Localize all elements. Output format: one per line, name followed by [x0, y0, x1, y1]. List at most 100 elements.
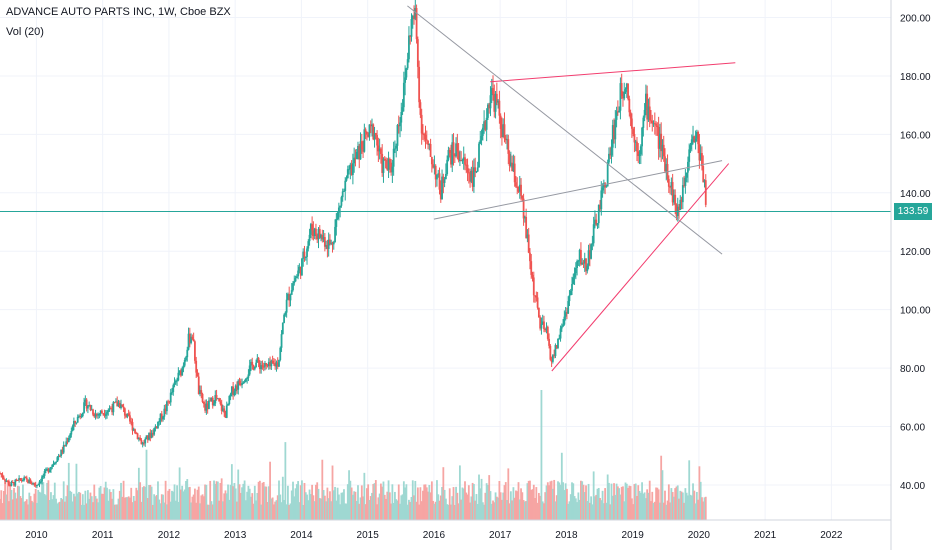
volume-bar — [406, 504, 409, 520]
volume-bar — [151, 504, 154, 520]
candle-body — [368, 124, 371, 137]
volume-bar — [703, 497, 706, 520]
volume-bar — [499, 492, 502, 520]
candle-body — [34, 484, 37, 486]
volume-bar — [85, 503, 88, 520]
candle-body — [363, 129, 366, 152]
candle-body — [531, 274, 534, 278]
volume-bar — [253, 485, 256, 520]
volume-bar — [578, 499, 581, 520]
candle-body — [679, 199, 682, 210]
volume-bar — [484, 492, 487, 520]
volume-bar — [250, 496, 252, 520]
volume-bar — [559, 484, 562, 520]
candle-body — [411, 15, 414, 19]
candle-body — [423, 134, 426, 136]
candle-body — [173, 382, 176, 386]
candle-body — [383, 158, 386, 160]
volume-bar — [225, 493, 228, 520]
candle-body — [157, 421, 159, 429]
candle-body — [684, 177, 687, 186]
candle-body — [536, 297, 539, 308]
candle-body — [87, 406, 89, 409]
candle-body — [399, 122, 401, 127]
volume-bar — [130, 487, 133, 520]
candle-body — [513, 163, 516, 183]
trend-line-rising-support[interactable] — [551, 163, 730, 372]
candle-body — [408, 35, 410, 60]
trend-line-falling-trend[interactable] — [407, 5, 723, 255]
volume-bar — [376, 504, 378, 520]
volume-bar — [530, 489, 533, 520]
candle-body — [551, 355, 554, 362]
volume-bar — [368, 499, 371, 520]
candle-body — [78, 415, 80, 417]
candle-body — [430, 156, 433, 165]
volume-bar — [596, 488, 599, 520]
candle-body — [643, 109, 646, 118]
candle-body — [359, 141, 362, 160]
volume-bar — [108, 489, 111, 520]
volume-bar — [455, 486, 457, 520]
candle-body — [30, 483, 33, 485]
candle-body — [326, 245, 329, 249]
volume-bar — [165, 504, 168, 520]
volume-bar — [586, 500, 589, 520]
candle-body — [194, 341, 196, 361]
candle-body — [224, 412, 227, 418]
candle-body — [602, 183, 605, 188]
volume-bar — [307, 500, 310, 520]
volume-indicator-label[interactable]: Vol (20) — [6, 26, 44, 38]
volume-bar — [576, 502, 578, 520]
volume-bar — [600, 500, 603, 520]
candle-body — [5, 481, 8, 483]
volume-bar — [233, 482, 236, 520]
volume-bar — [326, 487, 329, 520]
volume-bar — [199, 503, 201, 520]
candle-body — [137, 437, 140, 440]
candle-body — [425, 139, 428, 141]
candle-body — [590, 244, 593, 259]
volume-bar — [670, 488, 673, 520]
candle-body — [163, 408, 166, 417]
volume-bar — [395, 499, 398, 520]
volume-bar — [299, 485, 302, 520]
candle-body — [241, 383, 243, 386]
candle-body — [60, 449, 63, 456]
candle-body — [362, 149, 364, 152]
candle-body — [213, 403, 215, 406]
volume-bar — [529, 480, 531, 520]
candle-body — [512, 163, 515, 172]
volume-bar — [126, 497, 129, 520]
volume-bar — [334, 486, 336, 520]
candle-body — [702, 166, 705, 183]
volume-bar — [438, 500, 441, 520]
candle-body — [600, 190, 603, 210]
volume-bar — [413, 495, 415, 520]
y-tick-label: 80.00 — [900, 364, 925, 375]
trend-line-upper-resistance[interactable] — [490, 62, 736, 83]
candle-body — [186, 349, 189, 358]
volume-bar — [522, 500, 525, 520]
candle-body — [134, 429, 136, 434]
trend-line-rising-trend[interactable] — [433, 160, 723, 220]
candle-body — [264, 363, 266, 367]
volume-bar — [527, 480, 530, 520]
volume-bar — [178, 467, 181, 520]
volume-bar — [637, 485, 640, 520]
volume-bar — [194, 488, 196, 520]
volume-bar — [433, 503, 436, 520]
volume-bar — [642, 493, 645, 520]
volume-bar — [619, 494, 622, 520]
volume-bar — [236, 501, 238, 520]
volume-bar — [237, 469, 240, 520]
volume-bar — [60, 498, 63, 520]
volume-bar — [495, 496, 498, 520]
candle-body — [27, 479, 29, 484]
candle-body — [248, 365, 251, 375]
volume-bar — [33, 493, 36, 520]
candle-body — [246, 377, 249, 379]
candle-body — [334, 226, 336, 243]
volume-bar — [392, 502, 395, 520]
